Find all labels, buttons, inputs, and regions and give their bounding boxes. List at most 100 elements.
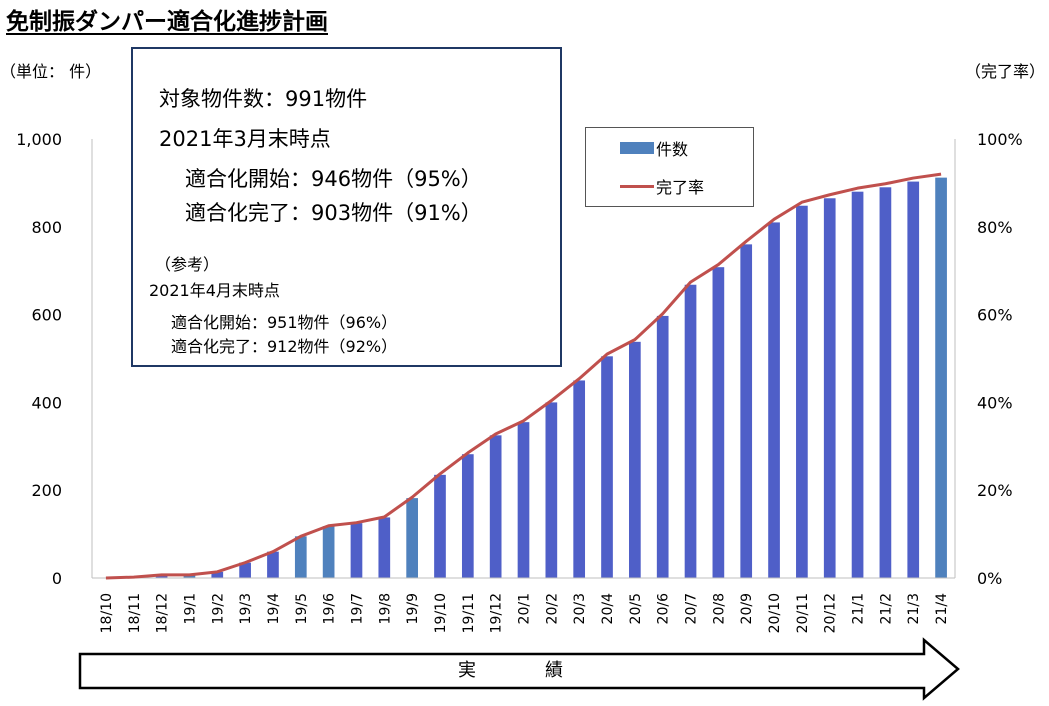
arrow-label-2: 績 xyxy=(545,660,563,681)
x-tick-label: 18/12 xyxy=(155,593,171,633)
chart-legend: 件数 完了率 xyxy=(585,127,754,207)
info-box: 対象物件数：991物件 2021年3月末時点 適合化開始：946物件（95%） … xyxy=(131,47,562,367)
bar-20-11 xyxy=(796,205,808,578)
x-tick-label: 21/2 xyxy=(878,593,894,624)
x-tick-label: 20/2 xyxy=(544,593,560,624)
y-left-tick-label: 200 xyxy=(31,481,62,500)
x-tick-label: 20/12 xyxy=(823,593,839,633)
chart-title: 免制振ダンパー適合化進捗計画 xyxy=(6,9,328,35)
y-left-tick-label: 600 xyxy=(31,306,62,325)
info-done: 適合化完了：903物件（91%） xyxy=(185,201,482,225)
bar-20-9 xyxy=(740,244,753,579)
y-left-tick-label: 1,000 xyxy=(16,130,62,149)
y-right-tick-label: 100% xyxy=(977,130,1023,149)
bar-series xyxy=(127,177,947,579)
x-axis-labels: 18/10 18/11 18/12 19/1 19/2 19/3 19/4 19/5 19/6 1… xyxy=(99,593,950,633)
x-tick-label: 20/4 xyxy=(600,593,616,625)
bar-20-6 xyxy=(656,315,669,578)
x-tick-label: 19/2 xyxy=(210,593,226,624)
x-tick-label: 20/10 xyxy=(767,593,783,633)
y-left-tick-label: 800 xyxy=(31,218,62,237)
completion-rate-line xyxy=(105,172,942,580)
line-series xyxy=(105,172,942,580)
y-left-tick-label: 400 xyxy=(31,393,62,412)
legend-bar-swatch xyxy=(620,142,654,154)
bar-20-3 xyxy=(573,380,586,578)
info-ref-label: （参考） xyxy=(155,255,220,274)
bar-20-12 xyxy=(823,198,836,578)
bar-19-4 xyxy=(267,551,279,578)
info-ref-done: 適合化完了：912物件（92%） xyxy=(171,337,398,356)
x-tick-label: 21/3 xyxy=(906,593,922,624)
bar-18-12 xyxy=(155,574,168,578)
bar-19-1 xyxy=(183,574,196,578)
legend-line-label: 完了率 xyxy=(656,178,705,197)
info-target-count: 対象物件数：991物件 xyxy=(159,87,368,111)
y-right-tick-label: 40% xyxy=(977,393,1013,412)
x-tick-label: 20/11 xyxy=(795,593,811,633)
arrow-label-1: 実 xyxy=(458,660,476,681)
bar-19-7 xyxy=(350,523,363,578)
bar-20-1 xyxy=(517,422,530,578)
bar-19-9 xyxy=(406,498,418,578)
bar-19-3 xyxy=(239,562,251,578)
x-tick-label: 19/12 xyxy=(489,593,505,633)
x-tick-label: 18/11 xyxy=(127,593,143,633)
bar-19-6 xyxy=(322,526,335,578)
y-right-tick-label: 80% xyxy=(977,218,1013,237)
legend-line-swatch xyxy=(620,184,654,188)
legend-item-line: 完了率 xyxy=(620,174,704,198)
info-ref-date: 2021年4月末時点 xyxy=(149,281,280,300)
x-tick-label: 19/9 xyxy=(405,593,421,624)
y-right-tick-label: 20% xyxy=(977,481,1013,500)
bar-20-8 xyxy=(712,267,725,578)
bar-19-8 xyxy=(378,517,391,578)
right-axis-unit: （完了率） xyxy=(964,62,1045,81)
chart-axes: 0 200 400 600 800 1,000 0% 20% 40% 60% 80% 100% xyxy=(16,130,1023,588)
x-tick-label: 19/5 xyxy=(294,593,310,624)
x-tick-label: 19/7 xyxy=(349,593,365,624)
bar-19-2 xyxy=(211,571,224,578)
bar-20-5 xyxy=(629,341,641,578)
x-tick-label: 21/1 xyxy=(851,593,867,624)
x-tick-label: 20/5 xyxy=(628,593,644,624)
x-tick-label: 20/6 xyxy=(656,593,672,625)
info-date: 2021年3月末時点 xyxy=(159,127,331,151)
bar-19-10 xyxy=(434,474,446,578)
x-tick-label: 19/10 xyxy=(433,593,449,633)
bar-20-10 xyxy=(768,222,780,578)
legend-bar-label: 件数 xyxy=(656,140,689,159)
bar-21-3 xyxy=(907,181,920,578)
bar-21-2 xyxy=(879,187,892,579)
x-tick-label: 20/9 xyxy=(739,593,755,624)
bar-20-7 xyxy=(684,284,697,578)
x-tick-label: 19/11 xyxy=(461,593,477,633)
x-tick-label: 18/10 xyxy=(99,593,115,633)
x-tick-label: 20/1 xyxy=(517,593,533,624)
progress-arrow xyxy=(78,637,960,701)
x-tick-label: 20/8 xyxy=(711,593,727,624)
bar-21-1 xyxy=(851,191,864,578)
bar-19-11 xyxy=(461,454,474,578)
y-left-tick-label: 0 xyxy=(52,569,62,588)
y-right-tick-label: 0% xyxy=(977,569,1002,588)
info-start: 適合化開始：946物件（95%） xyxy=(185,167,482,191)
x-tick-label: 20/3 xyxy=(572,593,588,624)
x-tick-label: 20/7 xyxy=(684,593,700,624)
y-right-tick-label: 60% xyxy=(977,306,1013,325)
bar-20-2 xyxy=(545,402,558,578)
x-tick-label: 19/8 xyxy=(377,593,393,624)
bar-19-12 xyxy=(489,435,502,578)
x-tick-label: 19/4 xyxy=(266,593,282,625)
x-tick-label: 19/6 xyxy=(322,593,338,625)
left-axis-unit: （単位： 件） xyxy=(0,62,102,81)
bar-20-4 xyxy=(601,356,613,578)
x-tick-label: 19/1 xyxy=(182,593,198,624)
bar-19-5 xyxy=(294,536,307,578)
bar-21-4 xyxy=(935,177,947,578)
info-ref-start: 適合化開始：951物件（96%） xyxy=(171,313,398,332)
arrow-shape xyxy=(78,637,960,701)
x-tick-label: 21/4 xyxy=(934,593,950,625)
x-tick-label: 19/3 xyxy=(238,593,254,624)
